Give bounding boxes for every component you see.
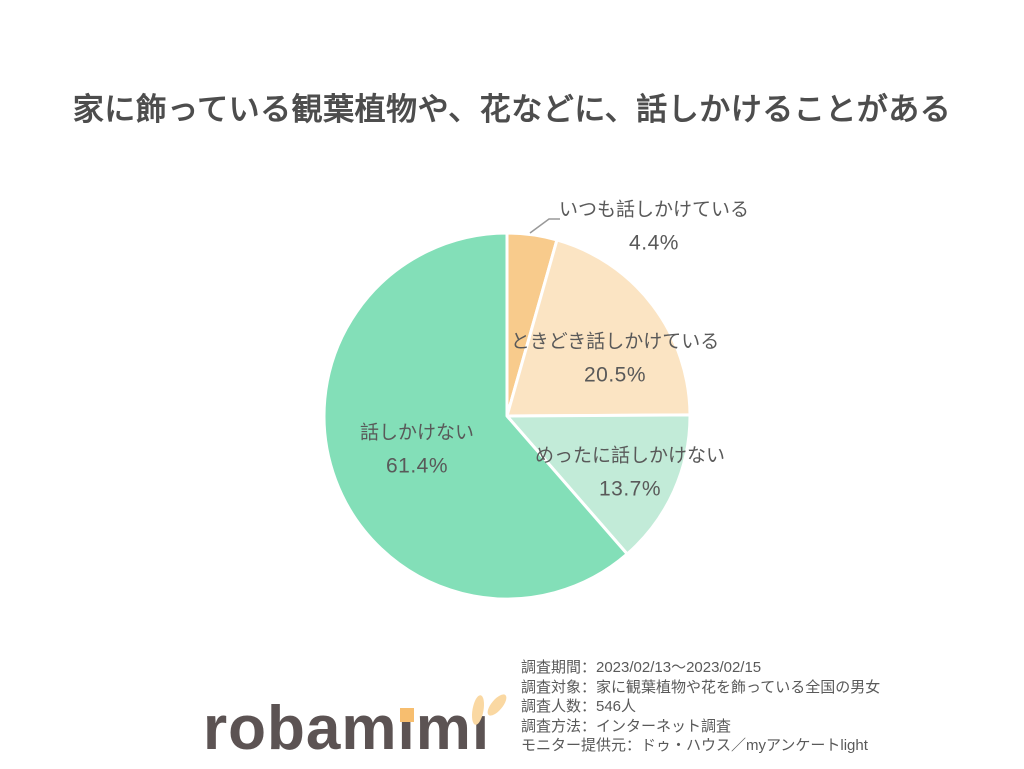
slice-label-rarely: めったに話しかけない 13.7%: [535, 447, 725, 500]
robamimi-logo: robamı mı: [203, 694, 507, 763]
slice-percent: 4.4%: [629, 231, 679, 255]
slice-percent: 13.7%: [598, 477, 662, 501]
logo-letter-i-orange-dot: ı: [397, 694, 416, 763]
logo-text-mid: m: [415, 694, 472, 763]
slice-label-never: 話しかけない 61.4%: [360, 424, 474, 477]
logo-text-prefix: robam: [203, 694, 398, 763]
slice-label-text: 話しかけない: [359, 422, 475, 444]
slice-percent: 61.4%: [385, 454, 449, 478]
survey-target: 調査対象：家に観葉植物や花を飾っている全国の男女: [521, 678, 881, 696]
survey-method: 調査方法：インターネット調査: [521, 717, 732, 735]
slice-label-always: いつも話しかけている 4.4%: [559, 201, 749, 254]
pie-slices: [322, 231, 692, 601]
slice-label-text: いつも話しかけている: [558, 199, 750, 221]
slice-label-text: ときどき話しかけている: [510, 331, 720, 353]
survey-monitor: モニター提供元：ドゥ・ハウス／myアンケートlight: [521, 737, 868, 755]
pie-slice-2: [505, 413, 692, 556]
logo-orange-dot: [399, 708, 414, 722]
slice-label-sometimes: ときどき話しかけている 20.5%: [511, 333, 719, 386]
leader-line-slice-0: [529, 218, 560, 234]
slice-label-text: めったに話しかけない: [534, 445, 726, 467]
survey-period: 調査期間：2023/02/13～2023/02/15: [521, 659, 762, 676]
pie-slice-1: [505, 238, 692, 418]
slice-percent: 20.5%: [583, 363, 647, 387]
chart-title: 家に飾っている観葉植物や、花などに、話しかけることがある: [72, 92, 952, 127]
pie-chart: [322, 218, 692, 601]
pie-slice-3: [322, 231, 629, 601]
survey-count: 調査人数：546人: [521, 698, 637, 716]
donkey-ears-icon: [471, 694, 507, 725]
survey-info: 調査期間：2023/02/13～2023/02/15 調査対象：家に観葉植物や花…: [521, 658, 880, 756]
logo-letter-i-ears: ı: [471, 694, 507, 760]
